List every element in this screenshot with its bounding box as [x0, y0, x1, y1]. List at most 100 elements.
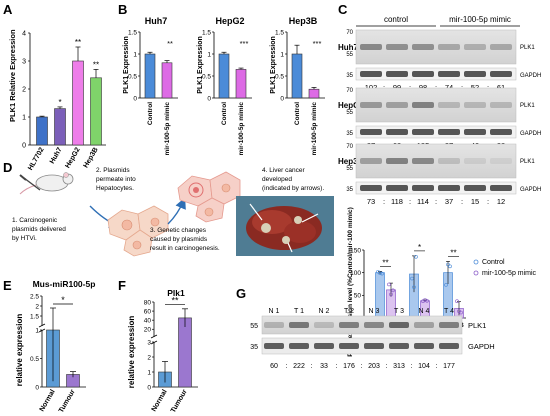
- panel-b-hep3b-ylabel: PLK1 Expression: [270, 36, 277, 94]
- blot-gapdh-band: [464, 185, 486, 191]
- panel-e-category-label: Tumour: [58, 388, 77, 414]
- panel-e-category-label: Normal: [39, 388, 57, 412]
- panel-f-ytick-label: 1: [147, 369, 151, 376]
- panel-a-category-label: HepG2: [64, 146, 81, 169]
- blot-cell-label: Hep3B: [338, 157, 364, 166]
- panel-a-bar-chart: PLK1 Relative Expression 0 1 2 3 4 HL7702 * Huh…: [8, 29, 106, 172]
- panel-c-control-header: control: [384, 15, 408, 24]
- transformed-cells: [177, 171, 241, 223]
- step-4-text: 4. Liver cancer developed (indicated by …: [262, 167, 324, 192]
- panel-b-category-label: mir-100-5p mimic: [238, 102, 245, 156]
- panel-f-axis-break: [150, 334, 158, 339]
- liver-photo: [236, 196, 334, 256]
- panel-g-quant-separator: :: [411, 363, 413, 370]
- panel-g-plk1-band: [439, 322, 459, 328]
- blot-gapdh-band: [386, 185, 408, 191]
- panel-g-lane-label: N 1: [269, 308, 280, 315]
- panel-c-mimic-header: mir-100-5p mimic: [449, 15, 511, 24]
- blot-band-label: GAPDH: [520, 131, 541, 137]
- blot-quant-separator: :: [487, 197, 489, 206]
- blot-plk1-band: [412, 102, 434, 108]
- panel-c-ytick-label: 150: [350, 247, 361, 254]
- panel-g-quant-value: 222: [293, 363, 305, 370]
- panel-f-ytick-label: 20: [144, 327, 152, 334]
- panel-g-plk1-band: [314, 322, 334, 328]
- panel-c-ytick-label: 50: [354, 293, 362, 300]
- blot-quant-value: 73: [367, 197, 375, 206]
- blot-plk1-band: [360, 158, 382, 164]
- panel-g-lane-label: T 3: [394, 308, 404, 315]
- panel-b-ytick-label: 0.5: [128, 73, 137, 80]
- panel-d-schematic: 1. Carcinogenic plasmids delivered by HT…: [12, 167, 334, 257]
- panel-c-data-point: [378, 271, 382, 275]
- blot-quant-value: 74: [445, 83, 453, 92]
- panel-g-plk1-band: [414, 322, 434, 328]
- panel-c-bar-chart: PLK1 expression level (%Control/mir-100 …: [347, 207, 537, 357]
- panel-f-ytick-label: 2: [147, 354, 151, 361]
- blot-plk1-band: [490, 44, 512, 50]
- blot-gapdh-band: [438, 129, 460, 135]
- panel-e-title: Mus-miR100-5p: [33, 279, 96, 289]
- panel-g-plk1-band: [339, 322, 359, 328]
- panel-a-bar: [72, 60, 84, 146]
- panel-a-ylabel: PLK1 Relative Expression: [8, 29, 17, 122]
- panel-c-data-point: [414, 254, 418, 259]
- blot-cell-label: HepG2: [338, 101, 364, 110]
- blot-gapdh-band: [412, 71, 434, 77]
- panel-a-bar: [36, 116, 48, 146]
- blot-plk1-band: [490, 158, 512, 164]
- panel-g-gapdh-membrane: [261, 337, 463, 355]
- panel-f-significance: **: [171, 296, 179, 306]
- blot-gapdh-band: [490, 129, 512, 135]
- blot-plk1-band: [412, 158, 434, 164]
- panel-b-hepg2-ylabel: PLK1 Expression: [197, 36, 204, 94]
- panel-c-data-point: [459, 310, 463, 315]
- blot-quant-separator: :: [435, 197, 437, 206]
- panel-g-gapdh-band: [314, 343, 334, 349]
- blot-marker-label: 55: [346, 110, 353, 116]
- blot-marker-label: 70: [346, 144, 353, 150]
- blot-plk1-membrane: [355, 29, 517, 65]
- panel-c-legend-label: Control: [482, 259, 505, 266]
- panel-e-axis-break: [38, 328, 46, 333]
- panel-g-gapdh-band: [339, 343, 359, 349]
- panel-c-western-blots: control mir-100-5p mimic Huh7 70 55 35 PLK1 G…: [338, 15, 541, 206]
- panel-g-band-label: PLK1: [468, 321, 486, 330]
- panel-g-quant-value: 60: [270, 363, 278, 370]
- blot-gapdh-band: [438, 185, 460, 191]
- panel-f-bar: [178, 317, 192, 388]
- panel-e-ytick-label: 0: [35, 384, 39, 391]
- panel-g-marker-label: 35: [250, 344, 258, 351]
- panel-g-quant-separator: :: [286, 363, 288, 370]
- panel-c-data-point: [425, 298, 429, 303]
- panel-g-plk1-band: [364, 322, 384, 328]
- panel-g-gapdh-band: [389, 343, 409, 349]
- blot-plk1-membrane: [355, 87, 517, 123]
- blot-quant-separator: :: [461, 83, 463, 92]
- panel-a-ytick-label: 0: [22, 143, 26, 150]
- panel-a-ytick-label: 3: [22, 59, 26, 66]
- panel-g-lane-label: T 4: [444, 308, 454, 315]
- panel-b-significance: ***: [313, 39, 322, 48]
- panel-a-ytick-label: 2: [22, 87, 26, 94]
- blot-quant-value: 12: [497, 197, 505, 206]
- panel-g-plk1-band: [389, 322, 409, 328]
- blot-gapdh-band: [490, 71, 512, 77]
- panel-g-gapdh-band: [364, 343, 384, 349]
- blot-quant-value: 37: [445, 197, 453, 206]
- panel-g-quant-value: 104: [418, 363, 430, 370]
- panel-f-category-label: Tumour: [170, 388, 189, 414]
- blot-plk1-band: [464, 158, 486, 164]
- panel-c-significance: **: [382, 258, 388, 267]
- panel-letter-c: C: [338, 2, 348, 17]
- panel-g-gapdh-band: [289, 343, 309, 349]
- blot-plk1-band: [360, 102, 382, 108]
- blot-gapdh-band: [386, 71, 408, 77]
- panel-b-category-label: Control: [294, 102, 301, 125]
- blot-plk1-band: [438, 44, 460, 50]
- blot-cell-label: Huh7: [338, 43, 359, 52]
- panel-b-hepg2-chart: HepG2 PLK1 Expression 0 0.5 1 1.5 Control mir…: [197, 16, 252, 155]
- blot-quant-separator: :: [435, 83, 437, 92]
- panel-g-marker-label: 55: [250, 323, 258, 330]
- blot-band-label: PLK1: [520, 159, 535, 165]
